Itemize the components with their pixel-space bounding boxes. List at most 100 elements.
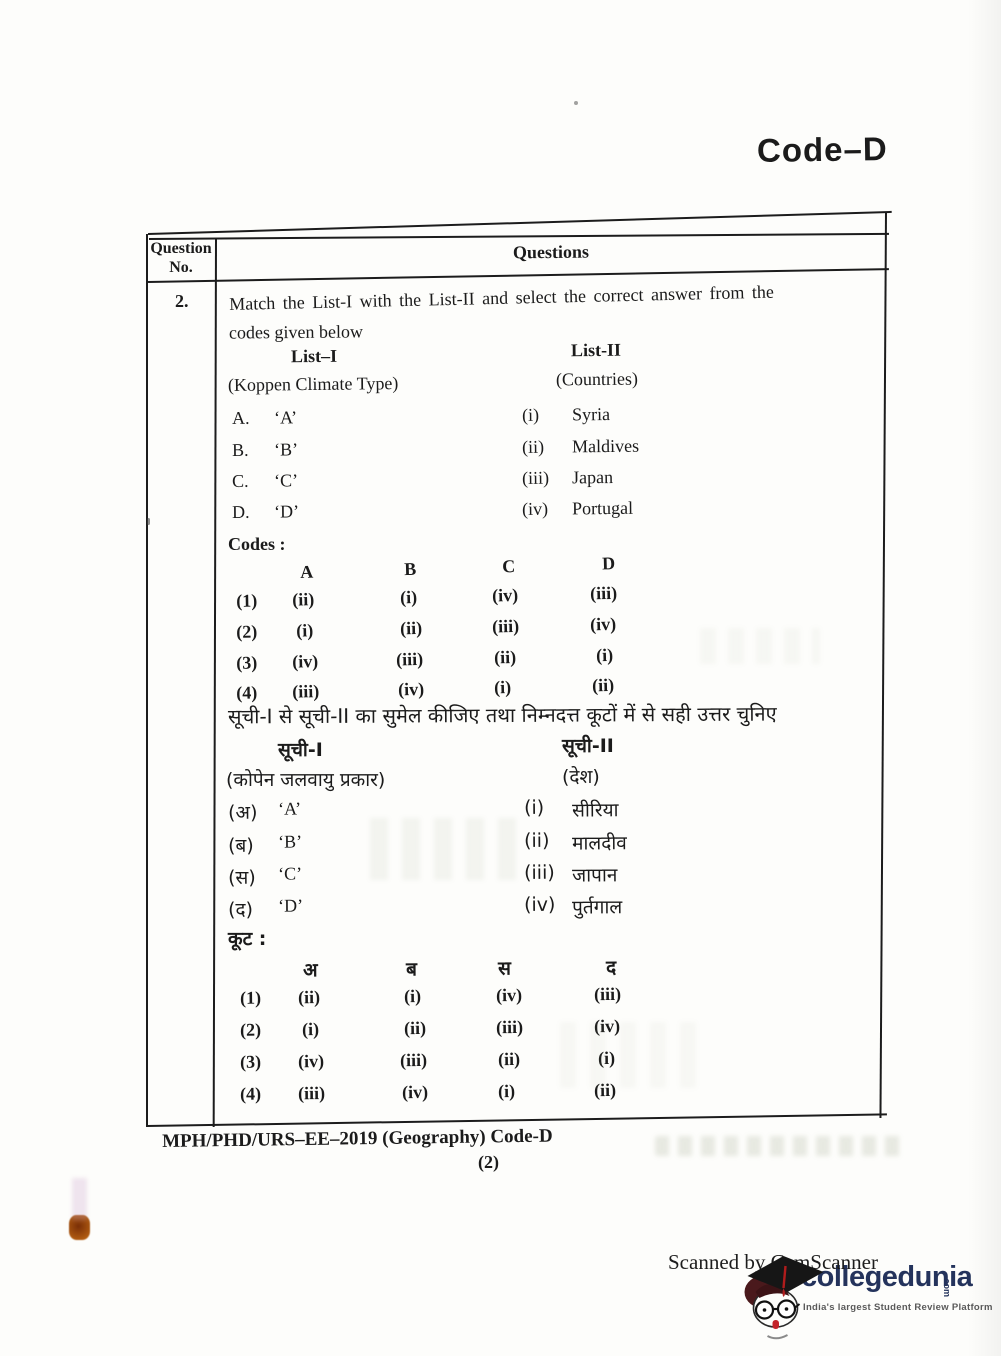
row-label: A. — [231, 407, 250, 428]
question-no-header-line2: No. — [169, 259, 193, 276]
hindi-codes-row: (2) (i) (ii) (iii) (iv) — [228, 1015, 688, 1040]
codes-header-c: स — [498, 957, 512, 980]
codes-row-num: (3) — [239, 1051, 262, 1072]
paper-stain — [72, 1178, 87, 1220]
codes-label: Codes : — [228, 534, 286, 554]
codes-header-a: अ — [303, 959, 318, 982]
codes-cell: (ii) — [297, 987, 321, 1008]
table-border-bottom — [147, 1113, 887, 1127]
codes-cell: (i) — [493, 677, 512, 698]
codes-cell: (iii) — [491, 615, 520, 637]
hindi-codes-row: (3) (iv) (iii) (ii) (i) — [228, 1047, 688, 1072]
hindi-match-row: (ब) ‘B’ (ii) मालदीव — [226, 828, 746, 857]
row-marker: (ii) — [523, 829, 550, 852]
mascot-nose — [772, 1320, 779, 1329]
row-item: ‘D’ — [277, 895, 304, 916]
collegedunia-mascot — [744, 1256, 824, 1340]
codes-row-num: (1) — [235, 590, 258, 611]
speck — [574, 101, 578, 105]
row-label: B. — [231, 439, 249, 460]
question-text-line1: Match the List-I with the List-II and se… — [229, 281, 775, 314]
collegedunia-tld: .com — [942, 1276, 952, 1298]
row-label: D. — [231, 501, 250, 522]
table-border-right — [879, 212, 887, 1118]
match-row: B. ‘B’ (ii) Maldives — [230, 435, 750, 460]
codes-cell: (i) — [595, 644, 614, 666]
question-number: 2. — [175, 291, 189, 311]
codes-cell: (iii) — [399, 1049, 428, 1071]
hindi-list2-subtitle: (देश) — [562, 766, 600, 788]
row-marker: (ii) — [521, 436, 545, 457]
codes-header-b: B — [403, 558, 417, 580]
codes-cell: (iv) — [297, 1050, 325, 1072]
row-country: Maldives — [571, 435, 640, 457]
codes-cell: (iv) — [491, 584, 519, 606]
codes-row-num: (4) — [239, 1083, 262, 1104]
codes-cell: (ii) — [593, 1079, 617, 1101]
match-row: C. ‘C’ (iii) Japan — [230, 466, 750, 491]
codes-cell: (i) — [301, 1019, 320, 1040]
cap-tassel — [782, 1265, 787, 1289]
list2-subtitle: (Countries) — [555, 368, 639, 390]
codes-row: (1) (ii) (i) (iv) (iii) — [228, 581, 688, 611]
codes-row-num: (3) — [235, 652, 258, 673]
mascot-right-eye — [784, 1307, 789, 1311]
codes-row: (2) (i) (ii) (iii) (iv) — [228, 612, 688, 642]
cap-tassel-tip — [782, 1288, 785, 1297]
row-label: (अ) — [228, 801, 258, 824]
row-country: पुर्तगाल — [572, 896, 623, 919]
codes-cell: (ii) — [291, 589, 315, 610]
paper-code-label: Code–D — [756, 130, 888, 169]
hindi-list2-title: सूची-II — [562, 735, 614, 757]
bleedthrough-smudge — [370, 818, 520, 880]
codes-cell: (iv) — [495, 984, 523, 1006]
codes-header-row: A B C D — [228, 551, 678, 582]
codes-cell: (iii) — [495, 1016, 524, 1038]
codes-cell: (iii) — [395, 648, 424, 670]
codes-row: (4) (iii) (iv) (i) (ii) — [228, 673, 688, 703]
row-marker: (iv) — [523, 893, 556, 916]
codes-cell: (iv) — [401, 1081, 429, 1103]
footer-page-number: (2) — [478, 1152, 499, 1172]
codes-cell: (ii) — [399, 617, 423, 639]
codes-cell: (ii) — [497, 1048, 521, 1070]
hindi-match-row: (अ) ‘A’ (i) सीरिया — [226, 795, 746, 824]
row-item: ‘A’ — [273, 407, 298, 428]
row-label: (द) — [228, 898, 254, 921]
hindi-list1-title: सूची-I — [278, 739, 323, 761]
codes-cell: (ii) — [591, 674, 615, 696]
codes-cell: (i) — [597, 1047, 616, 1069]
table-header-divider — [148, 268, 889, 283]
hindi-match-row: (द) ‘D’ (iv) पुर्तगाल — [226, 892, 746, 921]
row-country: सीरिया — [572, 799, 619, 822]
row-marker: (iv) — [521, 498, 549, 519]
row-item: ‘C’ — [277, 863, 303, 884]
hindi-codes-row: (1) (ii) (i) (iv) (iii) — [228, 983, 688, 1008]
codes-row-num: (1) — [239, 987, 262, 1008]
row-country: मालदीव — [572, 832, 627, 855]
row-country: Syria — [571, 404, 611, 425]
hindi-intro: सूची-I से सूची-II का सुमेल कीजिए तथा निम… — [227, 701, 777, 729]
collegedunia-tagline: India's largest Student Review Platform — [803, 1302, 993, 1313]
codes-header-b: ब — [406, 958, 418, 981]
codes-row-num: (2) — [235, 621, 258, 642]
codes-cell: (ii) — [493, 646, 517, 668]
list1-title: List–I — [290, 345, 338, 367]
table-border-left — [146, 234, 148, 1127]
match-row: D. ‘D’ (iv) Portugal — [230, 497, 750, 522]
codes-row-num: (4) — [235, 682, 258, 703]
hindi-codes-header-row: अ ब स द — [228, 953, 688, 982]
codes-header-d: द — [606, 956, 617, 979]
question-text-line2: codes given below — [228, 321, 364, 343]
row-label: C. — [231, 470, 249, 491]
codes-header-c: C — [501, 555, 516, 577]
row-item: ‘C’ — [273, 470, 299, 491]
codes-cell: (iii) — [593, 983, 622, 1005]
codes-cell: (iii) — [589, 582, 618, 604]
match-row: A. ‘A’ (i) Syria — [230, 403, 750, 428]
table-border-top-outer — [148, 210, 892, 235]
hindi-codes-label: कूट : — [228, 928, 267, 950]
scan-edge-shading — [967, 0, 1001, 1356]
paper-stain — [69, 1215, 90, 1240]
